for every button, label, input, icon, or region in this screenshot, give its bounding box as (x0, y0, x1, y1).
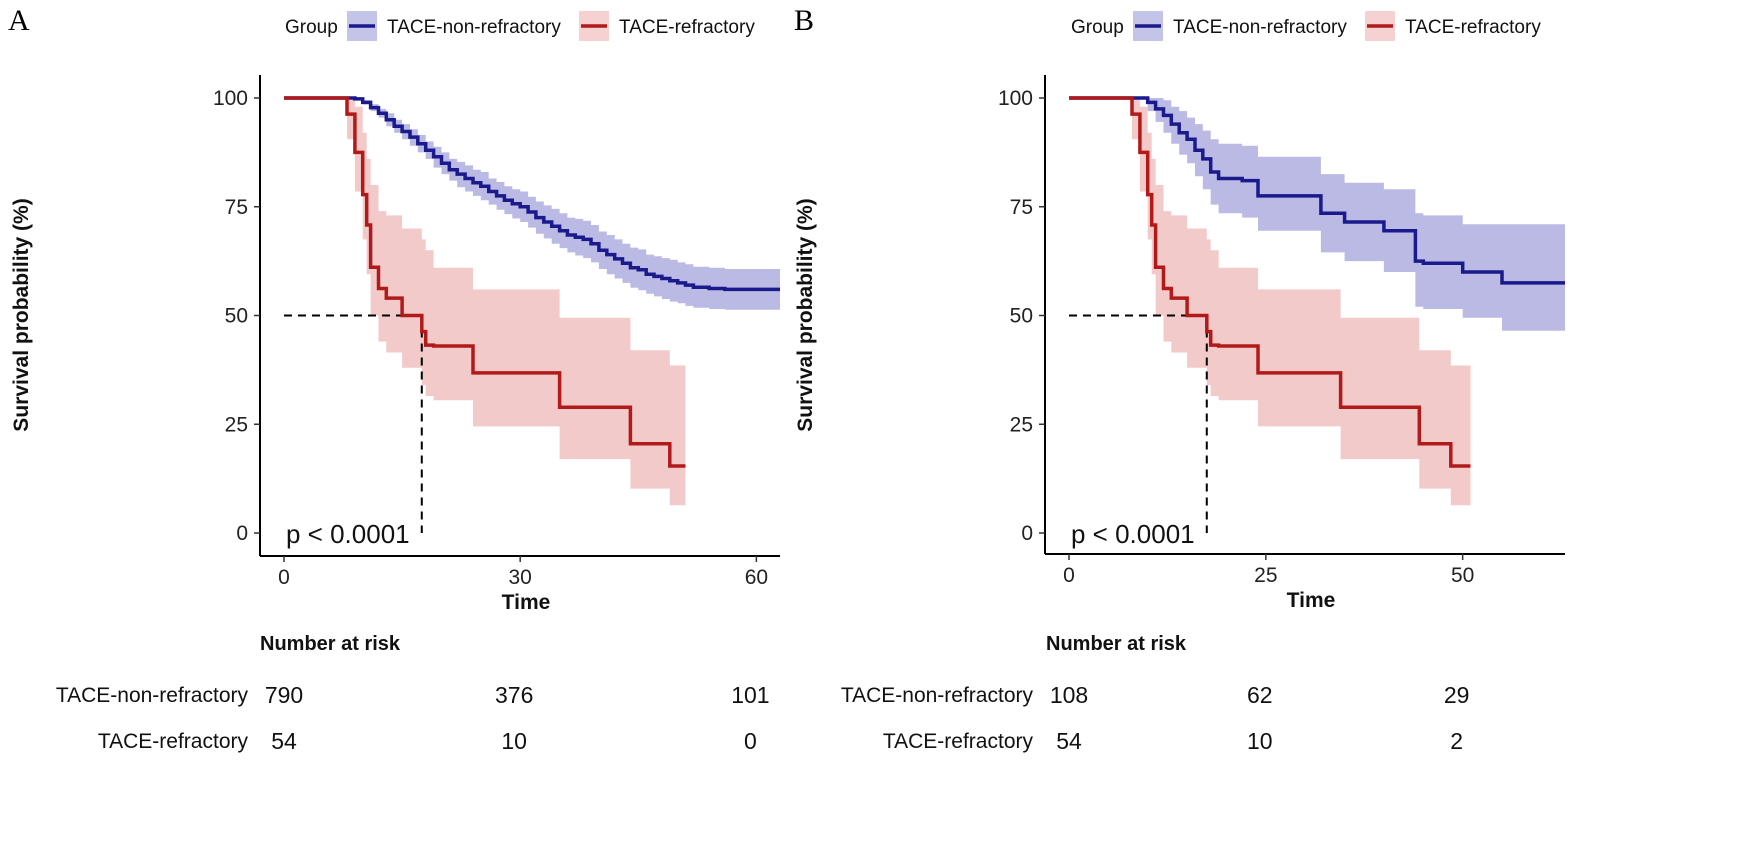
ci-band-0 (284, 98, 780, 310)
legend-title: Group (1071, 17, 1124, 38)
panel-letter: B (794, 4, 814, 37)
x-tick-label: 25 (1254, 564, 1277, 587)
risk-row-label: TACE-non-refractory (841, 684, 1034, 707)
p-value: p < 0.0001 (1071, 519, 1195, 549)
x-axis-title: Time (1287, 589, 1336, 612)
legend: Group TACE-non-refractory TACE-refractory (1071, 11, 1541, 41)
ci-band-1 (284, 98, 686, 506)
ci-band-0 (1069, 98, 1565, 331)
survival-curve-1 (284, 96, 686, 468)
risk-count: 54 (271, 728, 297, 754)
legend: Group TACE-non-refractory TACE-refractory (285, 11, 755, 41)
survival-curve-1 (1069, 96, 1471, 468)
x-tick-label: 60 (745, 566, 768, 589)
x-tick-label: 0 (1063, 564, 1075, 587)
y-tick-label: 25 (225, 413, 248, 436)
y-tick-label: 75 (1010, 196, 1033, 219)
y-tick-label: 100 (213, 87, 248, 110)
risk-count: 790 (265, 682, 303, 708)
y-tick-label: 25 (1010, 413, 1033, 436)
y-tick-label: 0 (236, 522, 248, 545)
panel-letter: A (8, 4, 30, 37)
p-value: p < 0.0001 (286, 519, 410, 549)
y-tick-label: 75 (225, 196, 248, 219)
legend-label: TACE-refractory (619, 17, 755, 38)
legend-label: TACE-non-refractory (387, 17, 561, 38)
x-tick-label: 0 (278, 566, 290, 589)
risk-count: 108 (1050, 682, 1088, 708)
y-tick-label: 50 (225, 305, 248, 328)
risk-count: 2 (1450, 728, 1463, 754)
risk-count: 10 (1247, 728, 1273, 754)
legend-label: TACE-refractory (1405, 17, 1541, 38)
x-tick-label: 30 (509, 566, 532, 589)
legend-label: TACE-non-refractory (1173, 17, 1347, 38)
panel-b: B Group TACE-non-refractory TACE-refractory… (794, 4, 1565, 754)
risk-count: 376 (495, 682, 533, 708)
risk-count: 0 (744, 728, 757, 754)
x-tick-label: 50 (1451, 564, 1474, 587)
risk-row-label: TACE-refractory (883, 730, 1034, 753)
risk-count: 10 (501, 728, 527, 754)
risk-row-label: TACE-refractory (98, 730, 249, 753)
risk-count: 54 (1056, 728, 1082, 754)
legend-title: Group (285, 17, 338, 38)
ci-band-1 (1069, 98, 1471, 506)
risk-table-title: Number at risk (260, 633, 401, 655)
y-axis-title: Survival probability (%) (10, 198, 33, 431)
y-tick-label: 100 (998, 87, 1033, 110)
risk-count: 62 (1247, 682, 1273, 708)
risk-count: 101 (731, 682, 769, 708)
risk-row-label: TACE-non-refractory (56, 684, 249, 707)
survival-curve-0 (284, 96, 780, 292)
y-tick-label: 50 (1010, 305, 1033, 328)
x-axis-title: Time (502, 591, 551, 614)
y-tick-label: 0 (1021, 522, 1033, 545)
survival-curve-0 (1069, 96, 1565, 285)
y-axis-title: Survival probability (%) (794, 198, 817, 431)
risk-count: 29 (1444, 682, 1470, 708)
panel-a: A Group TACE-non-refractory TACE-refractory… (8, 4, 780, 754)
risk-table-title: Number at risk (1046, 633, 1187, 655)
